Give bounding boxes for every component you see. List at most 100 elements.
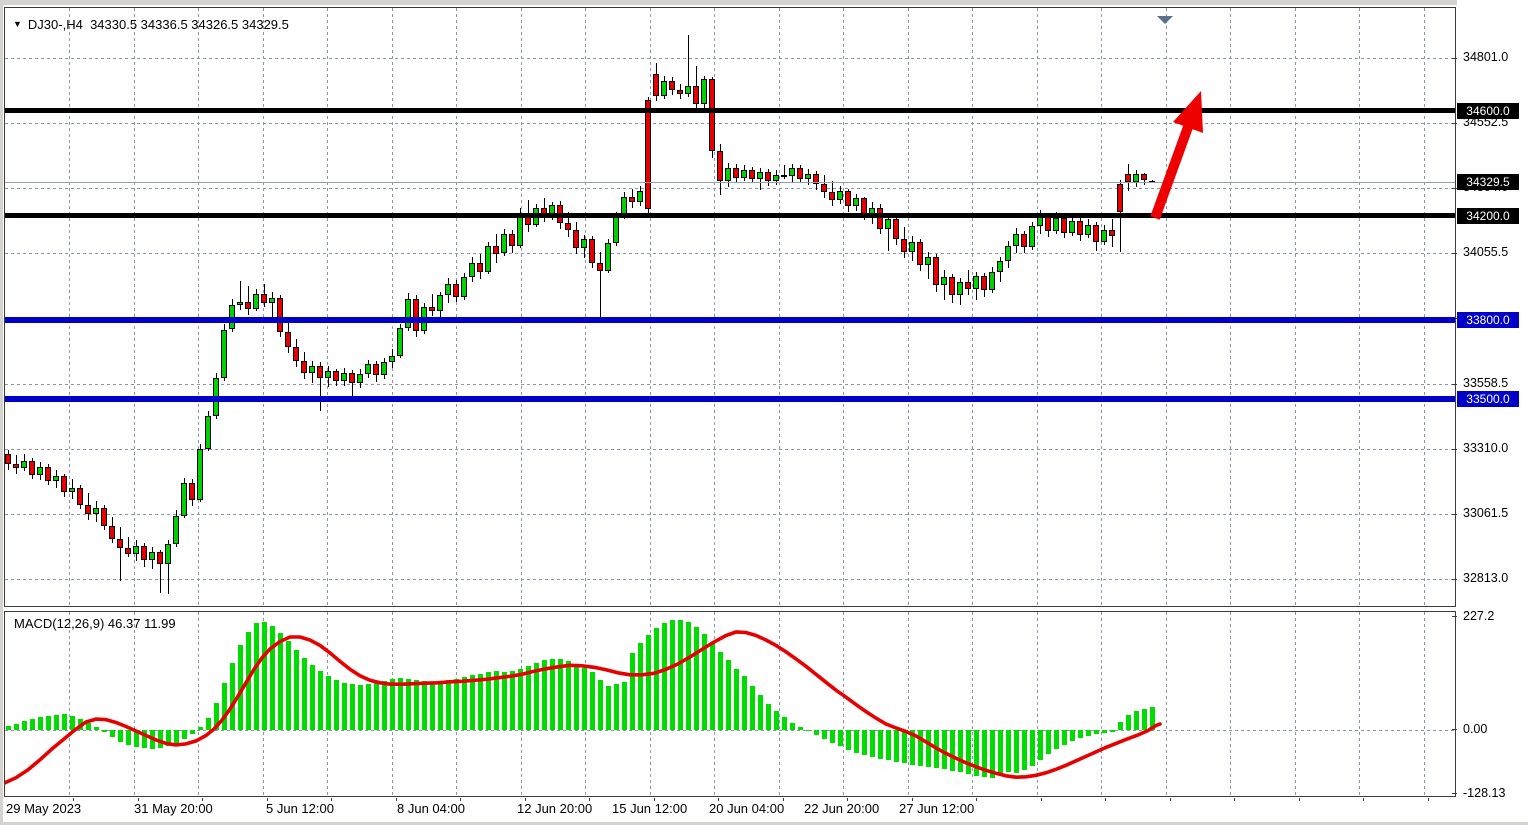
candle-wick [352, 370, 353, 402]
candle [909, 241, 915, 253]
support-resistance-line[interactable] [5, 395, 1455, 402]
macd-panel[interactable]: MACD(12,26,9) 46.37 11.99 [4, 611, 1456, 797]
macd-histogram-bar [918, 730, 923, 766]
macd-histogram-bar [510, 671, 515, 730]
candle [653, 73, 659, 97]
support-resistance-line[interactable] [5, 213, 1455, 218]
candle [13, 464, 19, 469]
time-gridline [262, 8, 264, 606]
price-gridline [5, 253, 1455, 255]
price-tick [1452, 383, 1457, 385]
time-gridline [778, 612, 780, 796]
time-gridline [1165, 612, 1167, 796]
symbol-dropdown-icon: ▼ [13, 19, 22, 29]
price-plot-area[interactable] [5, 8, 1455, 606]
candle [1013, 233, 1019, 246]
macd-histogram-bar [358, 685, 363, 730]
macd-histogram-bar [990, 730, 995, 779]
macd-histogram-bar [822, 730, 827, 739]
macd-histogram-bar [262, 621, 267, 730]
candle [629, 197, 635, 203]
macd-axis-label: 0.00 [1463, 722, 1488, 736]
macd-histogram-bar [942, 730, 947, 770]
macd-histogram-bar [630, 652, 635, 730]
time-tick [1363, 798, 1364, 801]
macd-histogram-bar [286, 641, 291, 730]
time-axis: 29 May 2023 31 May 20:00 5 Jun 12:00 8 Jun … [4, 798, 1456, 822]
time-axis-label: 31 May 20:00 [134, 801, 213, 816]
candle [125, 548, 131, 554]
macd-histogram-bar [54, 715, 59, 730]
price-tick [1452, 188, 1457, 190]
macd-plot-area[interactable] [5, 612, 1455, 796]
macd-histogram-bar [166, 730, 171, 746]
candle [301, 360, 307, 373]
candle [453, 283, 459, 297]
candle [181, 482, 187, 516]
candle [797, 168, 803, 179]
candle [237, 301, 243, 305]
macd-histogram-bar [1102, 730, 1107, 733]
macd-histogram-bar [254, 623, 259, 730]
macd-histogram-bar [1078, 730, 1083, 739]
price-gridline [5, 383, 1455, 385]
candle-wick [688, 34, 689, 98]
macd-histogram-bar [94, 727, 99, 730]
macd-histogram-bar [142, 730, 147, 749]
time-gridline [843, 8, 844, 606]
time-gridline [972, 8, 973, 606]
time-tick [847, 798, 848, 801]
price-chart-panel[interactable]: ▼ DJ30-,H4 34330.5 34336.5 34326.5 34329.… [4, 7, 1456, 607]
macd-histogram-bar [662, 623, 667, 730]
price-tick [1452, 578, 1457, 580]
support-resistance-line[interactable] [5, 108, 1455, 114]
candle-wick [240, 281, 241, 310]
macd-histogram-bar [494, 671, 499, 730]
macd-histogram-bar [614, 684, 619, 730]
candle [1085, 224, 1091, 236]
time-tick [589, 798, 590, 801]
macd-histogram-bar [414, 680, 419, 730]
macd-histogram-bar [750, 686, 755, 730]
candle [253, 294, 259, 309]
candle [221, 329, 227, 378]
support-resistance-line[interactable] [5, 317, 1455, 324]
candle [501, 233, 507, 254]
macd-histogram-bar [838, 730, 843, 747]
candle [1109, 229, 1115, 237]
macd-histogram-bar [878, 730, 883, 759]
candle [277, 298, 283, 333]
macd-histogram-bar [30, 719, 35, 730]
time-axis-label: 5 Jun 12:00 [266, 801, 334, 816]
price-axis: 34801.034552.534304.034055.533807.033558… [1457, 0, 1528, 822]
macd-histogram-bar [390, 679, 395, 730]
candle [53, 476, 59, 482]
candle [1053, 218, 1059, 232]
candle-wick [784, 165, 785, 180]
time-gridline [456, 8, 457, 606]
candle [469, 262, 475, 278]
macd-histogram-bar [182, 730, 187, 739]
candle [789, 168, 795, 177]
time-axis-label: 15 Jun 12:00 [612, 801, 688, 816]
macd-histogram-bar [590, 671, 595, 730]
macd-histogram-bar [22, 721, 27, 730]
price-axis-label: 34801.0 [1463, 50, 1509, 64]
candle [5, 453, 11, 465]
candle [189, 482, 195, 500]
macd-histogram-bar [446, 680, 451, 730]
time-tick [1040, 798, 1042, 801]
candle [725, 168, 731, 182]
time-tick [266, 798, 268, 801]
time-axis-label: 27 Jun 12:00 [899, 801, 975, 816]
candle [1133, 174, 1139, 183]
macd-histogram-bar [486, 672, 491, 730]
macd-histogram-bar [862, 730, 867, 756]
time-gridline [907, 8, 909, 606]
time-gridline [585, 8, 586, 606]
candle [805, 173, 811, 179]
candle [773, 174, 779, 182]
price-tick [1452, 253, 1457, 255]
macd-histogram-bar [718, 651, 723, 730]
macd-histogram-bar [6, 726, 11, 730]
